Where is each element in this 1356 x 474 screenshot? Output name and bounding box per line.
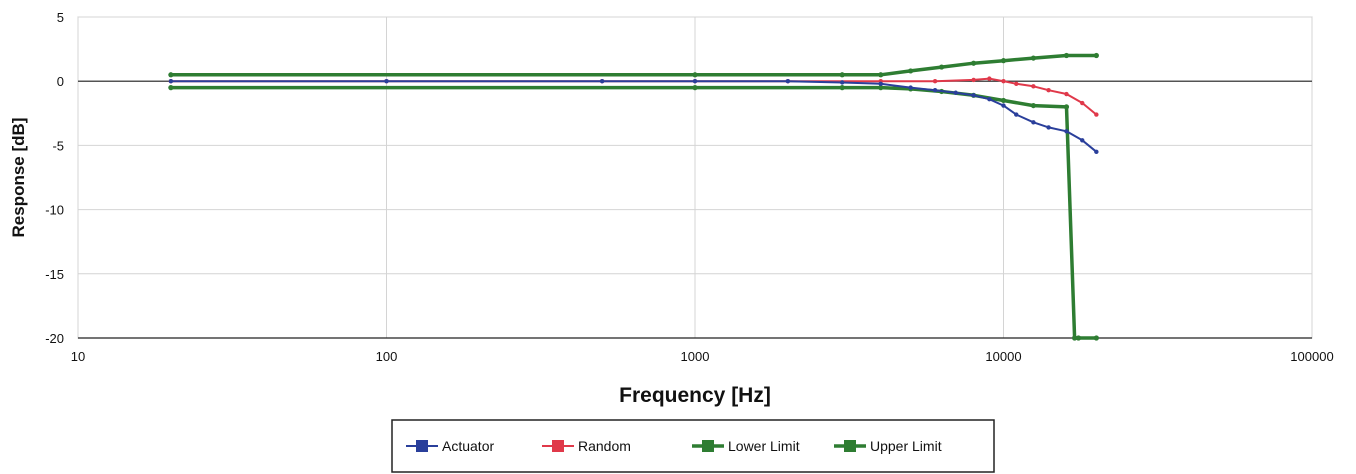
actuator-point [785,79,791,84]
actuator-point [1064,129,1069,134]
random-point [1094,112,1099,117]
x-tick-label: 1000 [681,349,710,364]
x-tick-label: 10 [71,349,85,364]
legend-label: Lower Limit [728,438,800,454]
actuator-point [932,87,938,93]
legend: Actuator Random Lower Limit Upper Limit [391,419,995,473]
y-tick-label: -15 [45,267,64,282]
legend-swatch-marker [416,440,428,452]
x-tick-labels: 10 100 1000 10000 100000 [71,349,1334,364]
lower-limit-point [1063,104,1070,110]
lower-limit-point [1030,102,1036,109]
y-axis-title: Response [dB] [9,118,28,238]
x-tick-label: 100000 [1290,349,1333,364]
actuator-point [384,79,389,84]
y-tick-label: -20 [45,331,64,346]
random-point [932,79,938,84]
upper-limit-point [1093,52,1099,59]
actuator-point [908,85,913,90]
legend-label: Actuator [442,438,494,454]
random-point [1080,100,1085,106]
x-axis-title: Frequency [Hz] [619,384,771,407]
y-tick-label: 5 [57,10,64,25]
random-point [1001,79,1006,84]
legend-swatch-marker [844,440,856,452]
random-point [987,76,992,81]
random-point [1014,81,1019,86]
upper-limit-point [1063,52,1070,59]
random-point [1046,87,1051,93]
series-layer [168,52,1099,341]
legend-swatch-marker [552,440,564,452]
legend-item-actuator: Actuator [406,438,494,454]
actuator-point [1046,125,1051,130]
x-tick-label: 10000 [985,349,1021,364]
legend-item-random: Random [542,438,631,454]
random-point [1031,84,1036,89]
upper-limit-point [692,72,698,78]
actuator-point [953,90,958,95]
legend-swatch-marker [702,440,714,452]
random-point [971,77,976,83]
y-tick-labels: 5 0 -5 -10 -15 -20 [45,10,64,346]
lower-limit-point [1093,335,1099,341]
y-tick-label: -10 [45,203,64,218]
actuator-point [599,79,605,84]
upper-limit-point [1030,55,1036,61]
upper-limit-point [971,60,977,66]
actuator-point [1014,112,1019,117]
upper-limit-point [878,72,884,78]
actuator-point [692,79,698,84]
x-tick-label: 100 [376,349,398,364]
actuator-point [839,80,845,85]
actuator-point [168,79,174,84]
lower-limit-point [692,85,698,91]
legend-item-upper-limit: Upper Limit [834,438,942,454]
actuator-point [987,96,992,102]
legend-label: Random [578,438,631,454]
random-point [1064,91,1069,97]
actuator-point [878,81,883,86]
upper-limit-point [839,72,845,78]
actuator-point [1031,120,1036,125]
actuator-series [168,79,1099,155]
upper-limit-point [168,72,174,78]
legend-item-lower-limit: Lower Limit [692,438,800,454]
lower-limit-point [1075,335,1082,341]
lower-limit-point [1071,335,1078,341]
upper-limit-point [908,68,914,74]
upper-limit-point [938,64,945,70]
upper-limit-point [1000,58,1007,64]
actuator-point [1094,149,1099,155]
actuator-point [1001,103,1006,108]
legend-label: Upper Limit [870,438,942,454]
lower-limit-point [168,85,174,91]
y-tick-label: 0 [57,74,64,89]
lower-limit-point [839,85,845,91]
lower-limit-point [1000,97,1007,104]
lower-limit-point [878,85,884,91]
actuator-point [971,93,976,98]
y-tick-label: -5 [52,138,64,153]
upper-limit-series [168,52,1099,78]
actuator-point [1080,138,1085,143]
